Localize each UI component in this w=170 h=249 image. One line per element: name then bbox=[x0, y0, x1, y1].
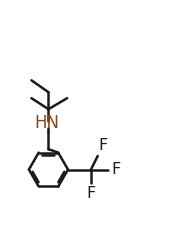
Text: F: F bbox=[99, 138, 108, 153]
Text: F: F bbox=[86, 186, 96, 201]
Text: HN: HN bbox=[34, 115, 59, 132]
Text: F: F bbox=[112, 162, 121, 177]
